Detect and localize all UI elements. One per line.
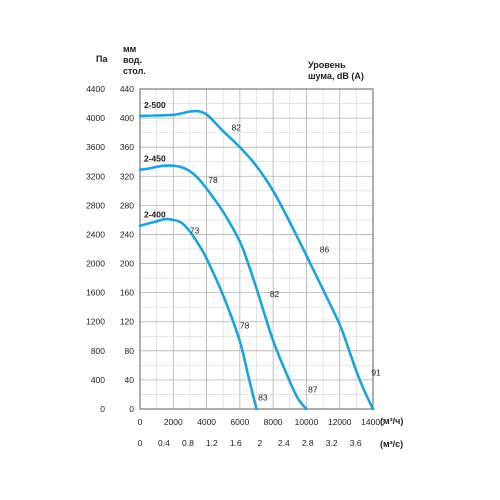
y-tick-mm: 200 [120,259,134,269]
curve-2-400 [138,217,258,411]
x-tick-m3s: 2 [257,438,262,448]
x-tick-m3s: 0.4 [158,438,170,448]
x-tick-m3h: 12000 [328,417,352,427]
x-tick-m3h: 8000 [264,417,283,427]
x-axis-m3s-unit: (м³/с) [380,439,403,449]
performance-curves: 2-500 82 86 91 2-450 78 82 87 2-400 73 78 83 [138,100,381,411]
y-tick-mm: 0 [129,404,134,414]
x-tick-m3h: 10000 [295,417,319,427]
x-axis-m3h-ticks: 0 2000 4000 6000 8000 10000 12000 14000 [138,417,385,427]
y-tick-mm: 360 [120,142,134,152]
noise-level-label: 91 [371,368,381,378]
y-tick-mm: 400 [120,113,134,123]
noise-level-title-line-2: шума, dB (A) [308,71,364,81]
y-tick-pa: 1600 [86,288,105,298]
y-tick-pa: 0 [100,404,105,414]
curve-2-450 [138,164,308,411]
y-axis-mm-unit-line-2: вод. [123,55,142,65]
x-tick-m3h: 6000 [230,417,249,427]
x-tick-m3s: 2.8 [302,438,314,448]
y-tick-mm: 280 [120,200,134,210]
x-tick-m3s: 1.2 [206,438,218,448]
y-tick-pa: 1200 [86,317,105,327]
curve-label-2-450: 2-450 [144,154,166,164]
y-tick-mm: 160 [120,288,134,298]
x-tick-m3s: 1.6 [230,438,242,448]
noise-level-label: 78 [240,320,250,330]
x-tick-m3h: 4000 [197,417,216,427]
noise-level-label: 73 [190,226,200,236]
chart-grid [139,88,374,410]
x-tick-m3h: 2000 [164,417,183,427]
y-tick-pa: 2800 [86,200,105,210]
y-tick-pa: 2400 [86,229,105,239]
noise-level-title-line-1: Уровень [308,60,346,70]
noise-level-label: 82 [270,289,280,299]
y-tick-mm: 120 [120,317,134,327]
y-tick-pa: 4400 [86,84,105,94]
y-tick-pa: 800 [91,346,105,356]
x-tick-m3h: 14000 [361,417,385,427]
axis-headers: Па мм вод. стол. Уровень шума, dB (A) (м… [96,44,403,449]
y-axis-pa-ticks: 0 400 800 1200 1600 2000 2400 2800 3200 3600 4000 4… [86,84,105,414]
curve-2-500 [138,109,375,411]
curve-label-2-400: 2-400 [144,210,166,220]
x-tick-m3h: 0 [138,417,143,427]
y-tick-pa: 3200 [86,171,105,181]
x-tick-m3s: 0 [138,438,143,448]
y-tick-mm: 40 [125,375,135,385]
y-axis-mm-ticks: 0 40 80 120 160 200 240 280 320 360 400 440 [120,84,134,414]
x-tick-m3s: 3.2 [326,438,338,448]
noise-level-label: 86 [320,245,330,255]
y-tick-mm: 240 [120,229,134,239]
x-axis-m3h-unit: (м³/ч) [380,416,403,426]
x-tick-m3s: 2.4 [278,438,290,448]
y-axis-mm-unit-line-1: мм [123,44,137,54]
y-axis-pa-unit: Па [96,54,108,64]
curve-label-2-500: 2-500 [144,100,166,110]
noise-level-label: 82 [232,122,242,132]
x-axis-m3s-ticks: 0 0.4 0.8 1.2 1.6 2 2.4 2.8 3.2 3.6 [138,438,362,448]
y-tick-pa: 400 [91,375,105,385]
noise-level-label: 87 [308,384,318,394]
noise-level-label: 83 [258,392,268,402]
y-tick-pa: 2000 [86,259,105,269]
y-tick-pa: 3600 [86,142,105,152]
y-tick-mm: 440 [120,84,134,94]
x-tick-m3s: 0.8 [182,438,194,448]
y-tick-mm: 80 [125,346,135,356]
y-tick-mm: 320 [120,171,134,181]
y-tick-pa: 4000 [86,113,105,123]
noise-level-label: 78 [208,175,218,185]
x-tick-m3s: 3.6 [350,438,362,448]
y-axis-mm-unit-line-3: стол. [123,66,146,76]
